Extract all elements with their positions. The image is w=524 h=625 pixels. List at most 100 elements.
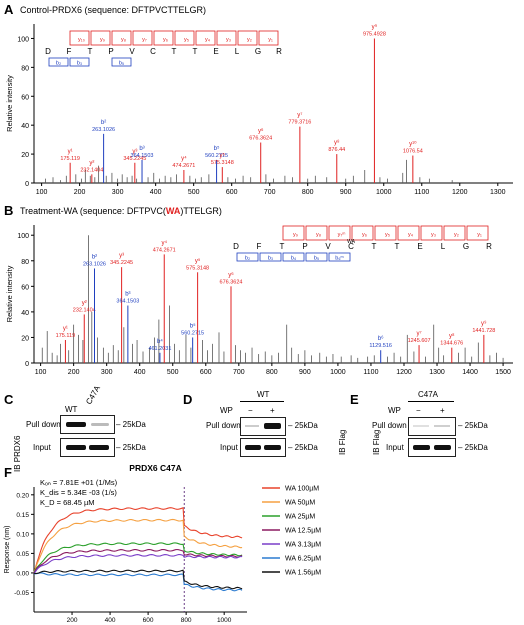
panel-d-lane-plus: + — [270, 406, 275, 415]
x-tick-label: 600 — [200, 369, 212, 376]
panel-c-blot-input — [60, 438, 115, 457]
y-tick-label: 0.15 — [16, 512, 29, 519]
y-tick-label: 0 — [25, 181, 29, 188]
series-line — [33, 554, 243, 574]
ion-label: b⁵ — [190, 322, 196, 329]
ion-mz-label: 779.3716 — [288, 120, 311, 126]
ion-label: y¹⁰ — [409, 141, 417, 148]
y-ion-label: y₅ — [385, 232, 390, 238]
panel-c-mw-1: – 25kDa — [116, 420, 146, 429]
y-ion-label: y₆ — [362, 232, 367, 238]
series-line — [33, 548, 243, 574]
y-ion-label: y₉ — [100, 37, 105, 43]
y-ion-label: y₈ — [121, 37, 126, 43]
band — [264, 445, 281, 450]
band — [66, 422, 86, 427]
ion-mz-label: 364.1503 — [116, 299, 139, 305]
legend-label: WA 12.5µM — [285, 528, 321, 535]
mw-label: 25kDa — [464, 443, 488, 452]
panel-d-side-label: IB Flag — [338, 429, 347, 455]
y-tick-label: 0.05 — [16, 551, 29, 558]
b-ion-label: b₃ — [268, 256, 273, 262]
band — [245, 425, 259, 427]
panel-e-header: C47A — [418, 390, 439, 399]
panel-c-blot-pulldown — [60, 415, 115, 434]
sequence-residue: F — [67, 47, 72, 56]
ion-label: b⁶ — [378, 335, 384, 342]
y-axis-label: Response (nm) — [4, 526, 11, 574]
sequence-residue: D — [233, 242, 239, 251]
sequence-residue: T — [88, 47, 93, 56]
ion-label: y² — [89, 160, 94, 166]
ion-label: y³ — [119, 253, 124, 259]
sequence-residue: C — [348, 242, 354, 251]
x-tick-label: 900 — [340, 189, 352, 196]
panel-c-letter: C — [4, 392, 14, 407]
y-ion-box — [420, 225, 443, 241]
sequence-residue: C — [150, 47, 156, 56]
x-tick-label: 500 — [188, 189, 200, 196]
y-ion-box — [174, 30, 195, 46]
y-ion-label: y₅ — [184, 37, 189, 43]
y-ion-box — [282, 225, 305, 241]
b-ion-box — [328, 252, 351, 262]
ion-label: y⁴ — [161, 239, 167, 246]
panel-e-row-pulldown: Pull down — [372, 421, 407, 430]
sequence-residue: L — [441, 242, 446, 251]
x-tick-label: 1200 — [452, 189, 468, 196]
x-tick-label: 1000 — [330, 369, 346, 376]
ion-mz-label: 1245.607 — [408, 338, 431, 344]
series-line — [33, 569, 243, 590]
kd-text: K_D = 68.45 µM — [40, 498, 95, 507]
panel-c-lane-c47a: C47A — [84, 384, 103, 406]
series-line — [33, 518, 243, 573]
y-tick-label: 60 — [21, 94, 29, 101]
ion-mz-label: 560.2715 — [181, 330, 204, 336]
band — [434, 445, 451, 450]
y-ion-box — [374, 225, 397, 241]
y-ion-box — [90, 30, 111, 46]
x-tick-label: 600 — [226, 189, 238, 196]
panel-e-side-label: IB Flag — [372, 429, 381, 455]
panel-d-letter: D — [183, 392, 193, 407]
ion-label: y⁵ — [195, 257, 201, 264]
y-tick-label: 100 — [17, 36, 29, 43]
x-tick-label: 1000 — [217, 617, 232, 622]
ion-label: y³ — [132, 149, 137, 155]
y-axis-label: Relative intensity — [5, 265, 14, 322]
ion-mz-label: 232.1404 — [80, 167, 103, 173]
sequence-residue: V — [129, 47, 135, 56]
x-tick-label: 100 — [35, 369, 47, 376]
x-tick-label: 800 — [181, 617, 192, 622]
x-tick-label: 1200 — [396, 369, 412, 376]
ion-mz-label: 575.3148 — [211, 160, 234, 166]
legend-label: WA 1.56µM — [285, 570, 321, 577]
y-tick-label: 40 — [21, 123, 29, 130]
ion-label: b² — [101, 120, 106, 126]
x-tick-label: 200 — [74, 189, 86, 196]
sequence-residue: T — [193, 47, 198, 56]
mw-label: 25kDa — [122, 420, 146, 429]
ion-mz-label: 676.3624 — [220, 279, 243, 285]
band — [91, 423, 109, 426]
ion-mz-label: 345.2245 — [123, 156, 146, 162]
panel-c-mw-2: – 25kDa — [116, 443, 146, 452]
ion-label: y⁴ — [181, 155, 187, 162]
sequence-residue: T — [172, 47, 177, 56]
ion-mz-label: 1344.676 — [440, 341, 463, 347]
b-ion-label: b₅ — [119, 61, 124, 67]
kon-text: Kₒₙ = 7.81E +01 (1/Ms) — [40, 478, 118, 487]
sequence-residue: P — [108, 47, 113, 56]
panel-c-lane-wt: WT — [65, 405, 78, 414]
panel-e-mw-1: – 25kDa — [458, 421, 488, 430]
ion-label: y⁸ — [334, 139, 340, 146]
y-ion-box — [305, 225, 328, 241]
panel-c-row-input: Input — [33, 443, 51, 452]
x-tick-label: 700 — [233, 369, 245, 376]
ion-label: y⁷ — [297, 112, 302, 119]
ion-label: b⁴ — [157, 338, 163, 345]
b-ion-box — [282, 252, 305, 262]
panel-e-lane-plus: + — [440, 406, 445, 415]
ion-label: y⁹ — [372, 23, 378, 30]
ion-mz-label: 364.1503 — [131, 153, 154, 159]
